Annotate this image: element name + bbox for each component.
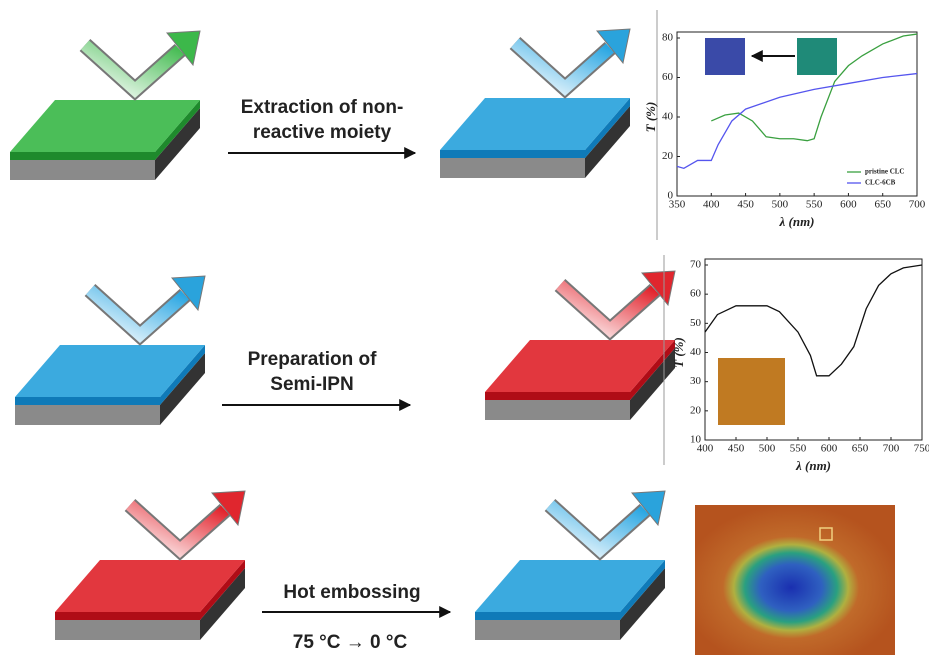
slab-layer-front xyxy=(485,392,630,400)
x-tick-label: 500 xyxy=(759,443,776,455)
slab-base-front xyxy=(55,620,200,640)
step-condition: 75 °C → 0 °C xyxy=(293,632,408,653)
legend-label: pristine CLC xyxy=(865,168,904,176)
slab-layer-front xyxy=(55,612,200,620)
y-tick-label: 70 xyxy=(690,259,702,271)
x-tick-label: 700 xyxy=(883,443,900,455)
slab-layer-front xyxy=(475,612,620,620)
y-tick-label: 40 xyxy=(662,111,674,123)
slab-base-front xyxy=(440,158,585,178)
y-axis-label: T (%) xyxy=(671,337,686,368)
y-tick-label: 20 xyxy=(690,404,702,416)
slab-layer-front xyxy=(440,150,585,158)
step-label: Extraction of non- xyxy=(241,97,404,118)
x-axis-label: λ (nm) xyxy=(795,458,831,473)
y-tick-label: 40 xyxy=(690,346,702,358)
x-tick-label: 600 xyxy=(821,443,838,455)
step-label: Preparation of xyxy=(248,349,377,370)
figure: Extraction of non- reactive moiety Prepa… xyxy=(0,0,929,658)
step-label: Hot embossing xyxy=(283,582,420,603)
inset-image xyxy=(797,38,837,75)
inset-image xyxy=(705,38,745,75)
y-tick-label: 10 xyxy=(690,434,702,446)
slab-layer-front xyxy=(15,397,160,405)
x-tick-label: 500 xyxy=(772,199,789,211)
step-label: Semi-IPN xyxy=(270,374,353,395)
slab-base-front xyxy=(475,620,620,640)
y-tick-label: 80 xyxy=(662,32,674,44)
slab-base-front xyxy=(15,405,160,425)
x-axis-label: λ (nm) xyxy=(778,214,814,229)
x-tick-label: 650 xyxy=(852,443,869,455)
x-tick-label: 450 xyxy=(737,199,754,211)
x-tick-label: 450 xyxy=(728,443,745,455)
data-line xyxy=(677,74,917,169)
x-tick-label: 700 xyxy=(909,199,926,211)
inset-image xyxy=(718,358,785,425)
x-tick-label: 650 xyxy=(874,199,891,211)
illustration xyxy=(10,29,675,640)
embossed-image xyxy=(695,505,895,655)
slab-layer-front xyxy=(10,152,155,160)
y-tick-label: 20 xyxy=(662,150,674,162)
x-tick-label: 750 xyxy=(914,443,929,455)
slab-base-front xyxy=(485,400,630,420)
x-tick-label: 600 xyxy=(840,199,857,211)
x-tick-label: 550 xyxy=(790,443,807,455)
legend-label: CLC-6CB xyxy=(865,179,896,187)
y-tick-label: 0 xyxy=(668,190,674,202)
y-tick-label: 60 xyxy=(662,71,674,83)
y-tick-label: 50 xyxy=(690,317,702,329)
step-label: reactive moiety xyxy=(253,122,392,143)
y-axis-label: T (%) xyxy=(643,102,658,133)
slab-base-front xyxy=(10,160,155,180)
x-tick-label: 550 xyxy=(806,199,823,211)
y-tick-label: 30 xyxy=(690,375,702,387)
y-tick-label: 60 xyxy=(690,288,702,300)
x-tick-label: 400 xyxy=(703,199,720,211)
